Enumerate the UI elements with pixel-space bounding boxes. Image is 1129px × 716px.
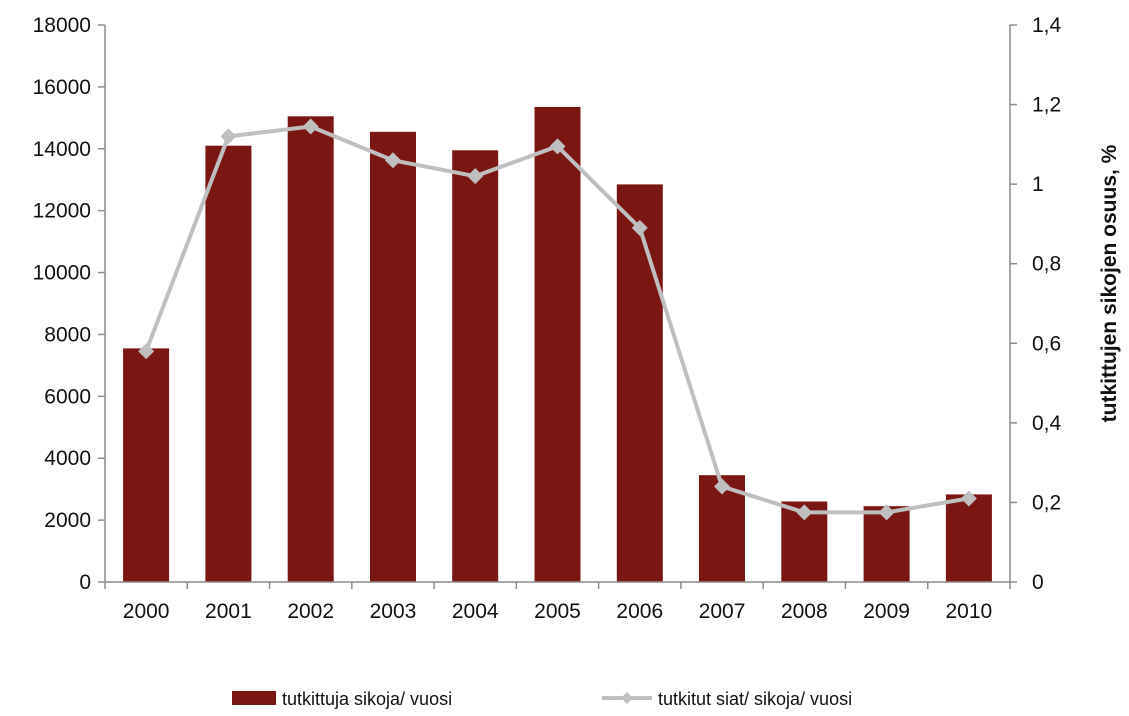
x-tick-label: 2010 bbox=[946, 600, 993, 623]
right-tick-label: 0,6 bbox=[1032, 332, 1061, 355]
right-tick-label: 0 bbox=[1032, 571, 1044, 594]
right-tick-label: 0,4 bbox=[1032, 412, 1062, 435]
left-tick-label: 4000 bbox=[44, 447, 91, 470]
left-tick-label: 2000 bbox=[44, 509, 91, 532]
bar-2006 bbox=[616, 184, 663, 582]
left-tick-label: 12000 bbox=[33, 200, 91, 223]
x-tick-label: 2000 bbox=[123, 600, 170, 623]
x-tick-label: 2003 bbox=[370, 600, 417, 623]
line-point-2001 bbox=[220, 128, 237, 145]
line-point-2009 bbox=[878, 504, 895, 521]
x-tick-label: 2004 bbox=[452, 600, 499, 623]
x-tick-label: 2001 bbox=[205, 600, 252, 623]
x-tick-label: 2005 bbox=[534, 600, 581, 623]
left-tick-label: 16000 bbox=[33, 76, 91, 99]
bar-2010 bbox=[945, 494, 992, 582]
legend-bar-swatch bbox=[232, 691, 276, 705]
x-tick-label: 2006 bbox=[616, 600, 663, 623]
legend-line-marker bbox=[621, 692, 633, 704]
line-point-2000 bbox=[138, 343, 155, 360]
line-series-group bbox=[138, 118, 977, 521]
ticks-group: 0200040006000800010000120001400016000180… bbox=[33, 14, 1062, 623]
bar-2004 bbox=[452, 150, 499, 583]
line-point-2010 bbox=[960, 490, 977, 507]
x-tick-label: 2009 bbox=[863, 600, 910, 623]
left-tick-label: 8000 bbox=[44, 323, 91, 346]
legend-bar-label: tutkittuja sikoja/ vuosi bbox=[282, 689, 452, 709]
line-point-2006 bbox=[631, 219, 648, 236]
axes-group bbox=[98, 24, 1017, 589]
bar-2005 bbox=[534, 107, 581, 582]
line-point-2003 bbox=[384, 152, 401, 169]
right-tick-label: 0,2 bbox=[1032, 491, 1061, 514]
right-tick-label: 1,2 bbox=[1032, 94, 1061, 117]
left-tick-label: 6000 bbox=[44, 385, 91, 408]
right-tick-label: 1 bbox=[1032, 173, 1044, 196]
left-tick-label: 18000 bbox=[33, 14, 91, 37]
x-tick-label: 2008 bbox=[781, 600, 828, 623]
x-tick-label: 2002 bbox=[287, 600, 334, 623]
bar-2003 bbox=[370, 131, 416, 583]
legend: tutkittuja sikoja/ vuosi tutkitut siat/ … bbox=[232, 689, 852, 709]
line-point-2002 bbox=[302, 118, 319, 135]
right-tick-label: 0,8 bbox=[1032, 253, 1061, 276]
left-tick-label: 10000 bbox=[33, 262, 91, 285]
right-tick-label: 1,4 bbox=[1032, 14, 1062, 37]
legend-line-label: tutkitut siat/ sikoja/ vuosi bbox=[658, 689, 852, 709]
left-tick-label: 0 bbox=[79, 571, 91, 594]
left-tick-label: 14000 bbox=[33, 138, 91, 161]
line-point-2004 bbox=[467, 168, 484, 185]
bar-2001 bbox=[205, 145, 252, 582]
x-tick-label: 2007 bbox=[699, 600, 746, 623]
line-point-2008 bbox=[796, 504, 813, 521]
bar-2002 bbox=[287, 116, 334, 583]
bars-group bbox=[123, 107, 992, 583]
line-point-2007 bbox=[714, 478, 731, 495]
right-axis-title: tutkittujen sikojen osuus, % bbox=[1098, 144, 1121, 422]
bar-2000 bbox=[123, 348, 170, 582]
line-point-2005 bbox=[549, 138, 566, 155]
